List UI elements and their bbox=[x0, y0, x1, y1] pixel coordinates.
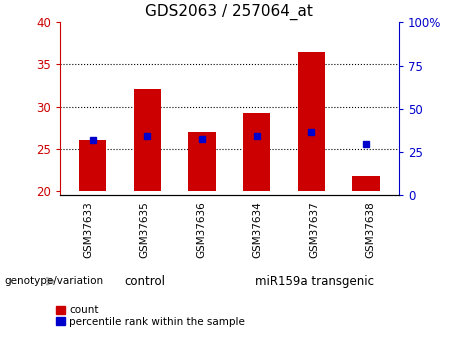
Text: GSM37633: GSM37633 bbox=[83, 201, 93, 258]
Bar bbox=[243, 113, 270, 191]
Bar bbox=[134, 89, 161, 191]
Text: control: control bbox=[124, 275, 165, 288]
Legend: count, percentile rank within the sample: count, percentile rank within the sample bbox=[56, 305, 245, 327]
Bar bbox=[79, 140, 106, 191]
Text: GSM37635: GSM37635 bbox=[140, 201, 150, 258]
Bar bbox=[189, 132, 216, 191]
Title: GDS2063 / 257064_at: GDS2063 / 257064_at bbox=[145, 3, 313, 20]
Text: GSM37634: GSM37634 bbox=[253, 201, 263, 258]
Text: genotype/variation: genotype/variation bbox=[5, 276, 104, 286]
Text: GSM37636: GSM37636 bbox=[196, 201, 206, 258]
Text: miR159a transgenic: miR159a transgenic bbox=[254, 275, 373, 288]
Bar bbox=[298, 52, 325, 191]
Text: GSM37637: GSM37637 bbox=[309, 201, 319, 258]
Bar bbox=[352, 176, 380, 191]
Text: GSM37638: GSM37638 bbox=[366, 201, 376, 258]
